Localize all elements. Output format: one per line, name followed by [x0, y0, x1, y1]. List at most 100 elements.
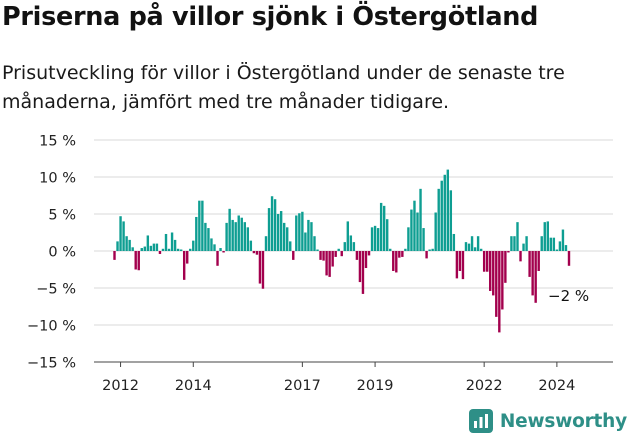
bar	[431, 248, 434, 251]
bar	[189, 248, 192, 251]
bar	[561, 229, 565, 251]
bar	[237, 215, 240, 251]
bar	[413, 200, 416, 251]
bar	[282, 222, 286, 251]
bar	[158, 251, 162, 254]
bar	[404, 248, 407, 251]
bar	[564, 245, 568, 251]
bar	[422, 228, 425, 251]
bar	[179, 249, 183, 251]
bar	[316, 249, 319, 251]
bar	[349, 235, 353, 251]
y-tick-label: 15 %	[39, 134, 76, 150]
last-value-label: −2 %	[548, 287, 589, 305]
bar	[458, 251, 462, 271]
bar	[264, 236, 268, 251]
bar	[467, 243, 471, 251]
bar	[270, 196, 274, 251]
bar	[276, 214, 280, 251]
bar	[207, 228, 210, 251]
bar	[325, 251, 328, 276]
bar	[173, 239, 177, 251]
bar	[525, 236, 528, 251]
bar	[522, 243, 525, 251]
bar-chart: 15 % 10 % 5 % 0 % −5 % −10 % −15 % 2012 2014 2017…	[27, 134, 613, 394]
bar	[307, 219, 310, 251]
bar	[398, 251, 401, 258]
bar	[507, 251, 510, 253]
x-tick-label: 2019	[357, 378, 394, 394]
bar	[461, 251, 465, 280]
bar	[386, 219, 389, 251]
chart-subtitle: Prisutveckling för villor i Östergötland…	[2, 62, 565, 113]
bar	[343, 242, 346, 251]
bar	[146, 235, 150, 251]
bar	[464, 242, 468, 251]
bar	[182, 251, 186, 280]
bar	[340, 251, 343, 257]
bar	[555, 249, 559, 251]
bar	[134, 251, 137, 270]
x-tick-label: 2024	[538, 378, 575, 394]
bar	[137, 251, 140, 271]
y-tick-label: −15 %	[27, 356, 76, 372]
bar	[213, 244, 216, 251]
bar	[367, 251, 371, 256]
bar	[428, 249, 431, 251]
bar	[473, 247, 477, 251]
bar	[470, 236, 474, 251]
bar	[337, 248, 340, 251]
bar	[513, 236, 516, 251]
bar	[240, 217, 243, 251]
bar	[482, 251, 486, 272]
brand-name: Newsworthy	[499, 410, 627, 432]
bar	[537, 251, 540, 271]
bar	[198, 200, 201, 251]
bar	[389, 248, 392, 251]
bar	[443, 174, 446, 251]
bar	[210, 238, 213, 251]
bar	[510, 236, 513, 251]
bar	[382, 205, 386, 251]
bar	[519, 251, 522, 262]
bar	[286, 227, 289, 251]
bar	[164, 233, 168, 251]
bar	[304, 232, 307, 251]
bar	[313, 236, 316, 251]
bar	[364, 251, 368, 269]
bar	[370, 227, 374, 251]
bar	[219, 248, 222, 251]
bar	[116, 241, 119, 251]
newsworthy-chart-logo-icon	[468, 409, 493, 433]
bar	[334, 251, 337, 257]
brand-logo[interactable]: Newsworthy	[468, 407, 627, 435]
bar	[407, 227, 410, 251]
bar	[252, 251, 256, 254]
bar	[225, 222, 228, 251]
bar	[331, 251, 334, 267]
bar	[149, 245, 153, 251]
bar	[228, 208, 231, 251]
bar	[249, 240, 253, 251]
chart-title: Priserna på villor sjönk i Östergötland	[2, 2, 539, 32]
bar	[401, 251, 404, 257]
bar	[125, 236, 128, 251]
bar	[446, 169, 449, 251]
bar	[376, 228, 380, 251]
bar	[540, 236, 543, 251]
bar	[131, 247, 134, 251]
bar	[485, 251, 489, 272]
bar	[161, 248, 165, 251]
x-tick-label: 2017	[284, 378, 321, 394]
x-tick-label: 2012	[102, 378, 139, 394]
bar	[528, 251, 531, 277]
bar	[419, 188, 422, 251]
bar	[119, 216, 122, 251]
bar	[289, 241, 292, 251]
bar	[501, 251, 504, 310]
bar	[176, 248, 180, 251]
bar	[155, 243, 159, 251]
y-tick-label: −5 %	[36, 282, 76, 298]
bar	[352, 242, 356, 251]
bar	[434, 212, 437, 251]
